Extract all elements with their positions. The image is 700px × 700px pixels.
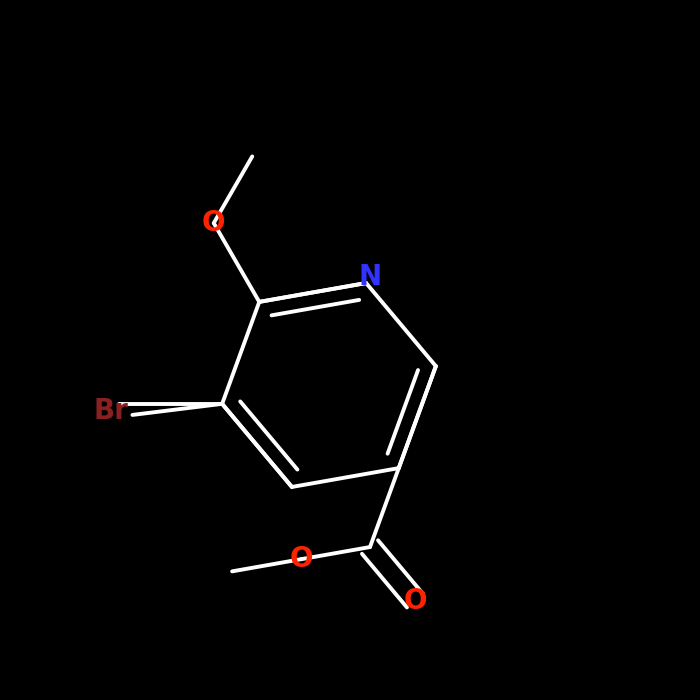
Text: O: O (289, 545, 313, 573)
Text: Br: Br (94, 398, 129, 426)
Text: O: O (202, 209, 225, 237)
Text: O: O (403, 587, 427, 615)
Text: N: N (358, 263, 382, 291)
